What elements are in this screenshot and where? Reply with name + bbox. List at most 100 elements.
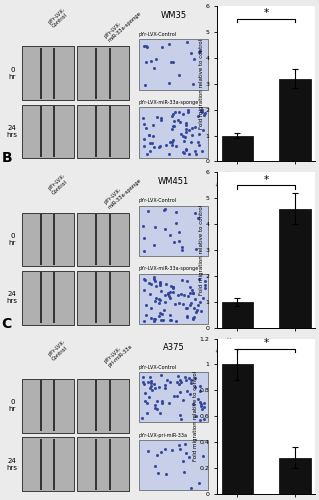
Point	[148, 372, 153, 380]
Point	[179, 378, 184, 386]
Point	[152, 316, 157, 324]
Point	[184, 38, 189, 46]
Point	[164, 376, 169, 384]
Point	[142, 380, 147, 388]
Point	[202, 284, 207, 292]
Point	[177, 238, 182, 246]
Bar	[77, 379, 129, 432]
Point	[152, 404, 158, 411]
Point	[143, 312, 148, 320]
Point	[152, 401, 157, 409]
Point	[170, 288, 175, 296]
Point	[151, 273, 156, 281]
Point	[153, 384, 158, 392]
Point	[155, 451, 160, 459]
Y-axis label: Fold migration relative to control: Fold migration relative to control	[198, 38, 204, 129]
Bar	[77, 271, 129, 324]
Point	[148, 378, 153, 386]
Point	[184, 312, 189, 320]
Point	[159, 370, 164, 378]
Bar	[279, 208, 311, 328]
Point	[151, 241, 156, 249]
Point	[162, 298, 167, 306]
Point	[199, 405, 204, 413]
Point	[179, 290, 184, 298]
Point	[158, 280, 163, 287]
Point	[141, 378, 146, 386]
Point	[189, 49, 194, 57]
Point	[196, 112, 201, 120]
Point	[153, 55, 159, 63]
Point	[167, 150, 172, 158]
Point	[186, 454, 191, 462]
Point	[172, 108, 177, 116]
Point	[145, 399, 150, 407]
Point	[201, 294, 206, 302]
Point	[172, 116, 177, 124]
Bar	[139, 40, 208, 90]
Point	[148, 382, 153, 390]
Point	[140, 414, 145, 422]
Point	[161, 316, 166, 324]
Point	[165, 290, 170, 298]
Point	[158, 116, 163, 124]
Point	[141, 286, 146, 294]
Point	[180, 396, 185, 404]
Text: pYr-LVX-miR-33a-sponge: pYr-LVX-miR-33a-sponge	[139, 266, 199, 272]
Text: pYr-LVX-
Control: pYr-LVX- Control	[48, 173, 71, 196]
Point	[191, 304, 197, 312]
Point	[183, 449, 189, 457]
Point	[158, 114, 163, 122]
Point	[202, 278, 207, 285]
Point	[155, 470, 160, 478]
Point	[192, 209, 197, 217]
Point	[168, 58, 174, 66]
Point	[155, 405, 160, 413]
Point	[183, 304, 189, 312]
Text: 24
hrs: 24 hrs	[7, 125, 18, 138]
Point	[143, 389, 148, 397]
Point	[190, 289, 195, 297]
Point	[167, 316, 172, 324]
Point	[181, 148, 186, 156]
Point	[146, 392, 152, 400]
Point	[148, 304, 153, 312]
Point	[189, 131, 194, 139]
Point	[150, 132, 155, 140]
Point	[179, 415, 184, 423]
Bar	[139, 372, 208, 422]
Point	[184, 122, 189, 130]
Text: pYr-LVX-Control: pYr-LVX-Control	[139, 32, 177, 37]
Point	[141, 142, 146, 150]
Point	[170, 138, 175, 146]
Bar	[21, 212, 74, 266]
Point	[193, 147, 198, 155]
Point	[151, 64, 156, 72]
Point	[169, 124, 174, 132]
Point	[183, 373, 188, 381]
Point	[152, 277, 158, 285]
Bar	[139, 108, 208, 158]
Text: pYr-LVX-
miR-33a-sponge: pYr-LVX- miR-33a-sponge	[103, 173, 142, 210]
Point	[198, 106, 204, 114]
Point	[178, 376, 183, 384]
Bar	[21, 271, 74, 324]
Bar	[222, 364, 253, 494]
Point	[195, 395, 200, 403]
Point	[189, 376, 194, 384]
Point	[163, 141, 168, 149]
Point	[192, 383, 197, 391]
Point	[172, 392, 177, 400]
Bar	[222, 136, 253, 162]
Point	[145, 410, 150, 418]
Point	[182, 468, 187, 476]
Point	[158, 309, 163, 317]
Point	[167, 294, 173, 302]
Point	[192, 56, 197, 64]
Point	[168, 282, 173, 290]
Bar	[21, 46, 74, 100]
Point	[191, 290, 196, 298]
Point	[149, 138, 154, 146]
Bar	[279, 78, 311, 162]
Point	[174, 392, 179, 400]
